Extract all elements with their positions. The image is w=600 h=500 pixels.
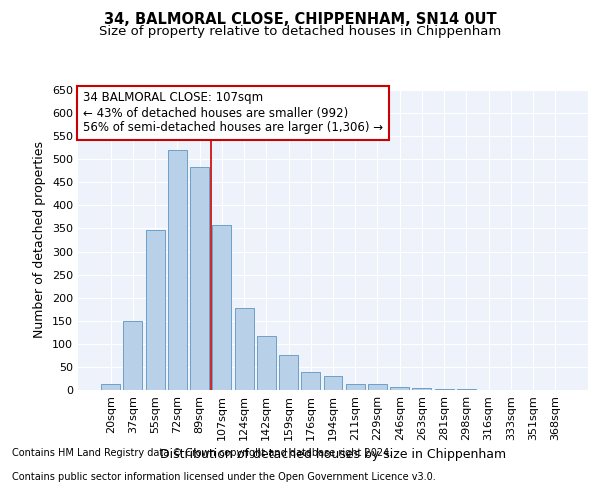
Bar [124, 321, 142, 390]
Bar [368, 384, 387, 390]
Bar [346, 384, 365, 390]
X-axis label: Distribution of detached houses by size in Chippenham: Distribution of detached houses by size … [160, 448, 506, 462]
Bar [323, 376, 343, 390]
Bar [146, 230, 164, 390]
Bar [412, 388, 431, 390]
Bar [390, 387, 409, 390]
Y-axis label: Number of detached properties: Number of detached properties [34, 142, 46, 338]
Bar [435, 388, 454, 390]
Text: 34, BALMORAL CLOSE, CHIPPENHAM, SN14 0UT: 34, BALMORAL CLOSE, CHIPPENHAM, SN14 0UT [104, 12, 496, 28]
Bar [190, 166, 209, 390]
Bar [279, 355, 298, 390]
Bar [168, 150, 187, 390]
Bar [457, 389, 476, 390]
Bar [257, 336, 276, 390]
Text: Contains HM Land Registry data © Crown copyright and database right 2024.: Contains HM Land Registry data © Crown c… [12, 448, 392, 458]
Text: Size of property relative to detached houses in Chippenham: Size of property relative to detached ho… [99, 25, 501, 38]
Bar [212, 225, 231, 390]
Bar [301, 372, 320, 390]
Text: 34 BALMORAL CLOSE: 107sqm
← 43% of detached houses are smaller (992)
56% of semi: 34 BALMORAL CLOSE: 107sqm ← 43% of detac… [83, 92, 383, 134]
Bar [101, 384, 120, 390]
Text: Contains public sector information licensed under the Open Government Licence v3: Contains public sector information licen… [12, 472, 436, 482]
Bar [235, 308, 254, 390]
